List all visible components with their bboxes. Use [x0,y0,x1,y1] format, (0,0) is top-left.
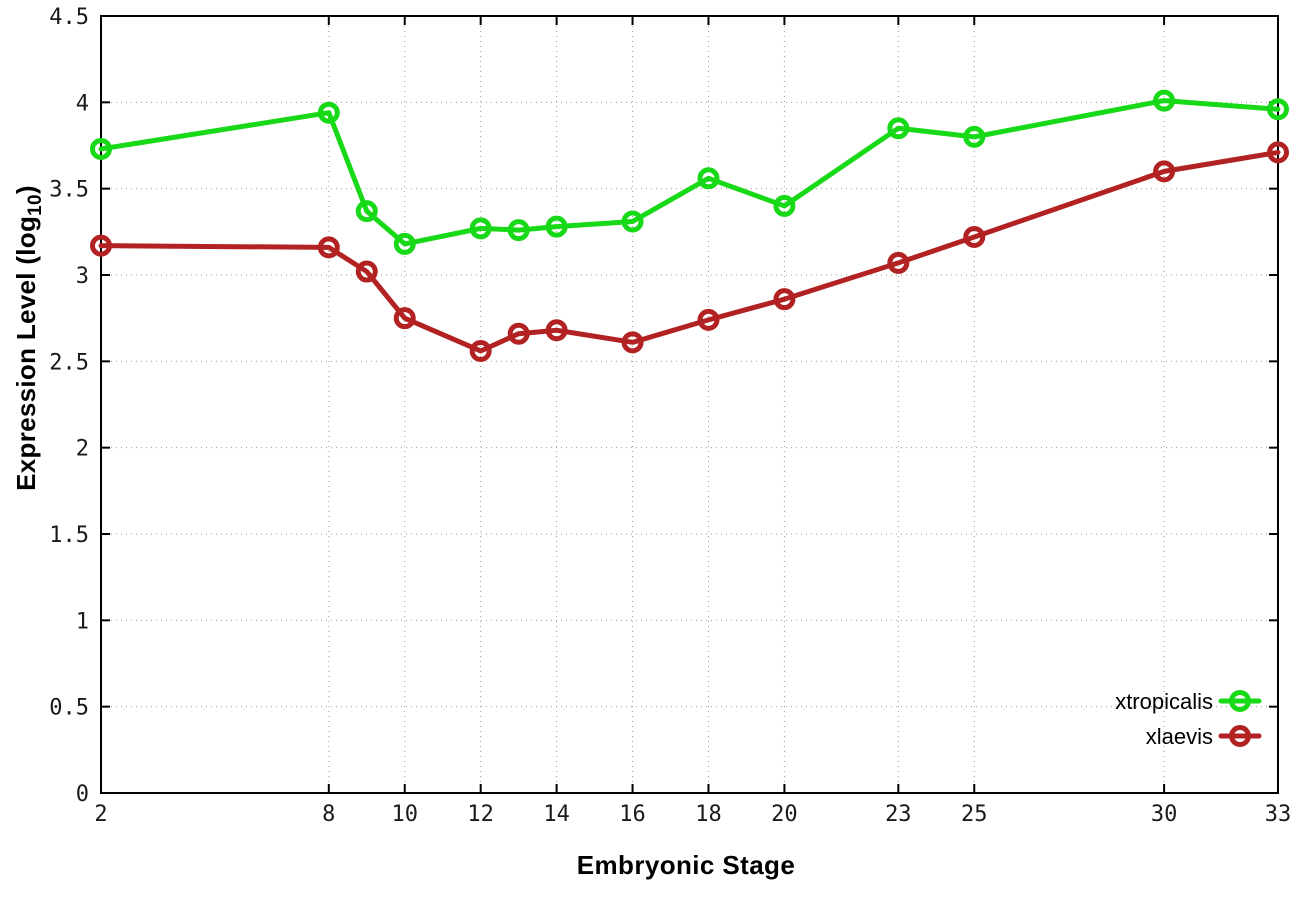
legend-marker-xtropicalis [1229,690,1251,712]
data-point-xtropicalis [355,200,378,223]
series-line-xtropicalis [98,98,1281,247]
y-tick-label: 0 [76,782,89,807]
y-tick-label: 0.5 [49,696,89,721]
data-point-xtropicalis [507,219,530,242]
data-point-xlaevis [393,307,416,330]
data-point-xlaevis [507,322,530,345]
data-point-xlaevis [621,331,644,354]
data-point-xtropicalis [621,210,644,233]
x-tick-label: 30 [1151,802,1178,827]
y-tick-label: 4.5 [49,5,89,30]
x-tick-label: 20 [771,802,798,827]
x-tick-label: 2 [94,802,107,827]
data-point-xtropicalis [1267,98,1289,121]
y-axis-title: Expression Level (log10) [11,38,47,638]
y-axis-title-text: Expression Level (log [11,215,41,491]
y-tick-label: 1 [76,609,89,634]
data-point-xlaevis [469,339,492,362]
y-tick-label: 2 [76,437,89,462]
data-point-xtropicalis [1153,89,1176,112]
data-point-xlaevis [317,236,340,259]
x-tick-label: 33 [1265,802,1292,827]
y-tick-label: 3.5 [49,178,89,203]
data-point-xtropicalis [963,125,986,148]
y-tick-label: 2.5 [49,350,89,375]
legend-marker-xlaevis [1229,725,1251,747]
x-axis-title: Embryonic Stage [576,850,796,880]
x-tick-label: 16 [619,802,646,827]
x-tick-label: 14 [543,802,570,827]
legend-label-xlaevis: xlaevis [1146,724,1213,749]
data-point-xtropicalis [887,117,910,140]
x-tick-label: 25 [961,802,988,827]
data-point-xtropicalis [545,215,568,238]
data-point-xtropicalis [469,217,492,240]
y-tick-label: 1.5 [49,523,89,548]
x-tick-label: 8 [322,802,335,827]
data-point-xtropicalis [90,137,112,160]
legend-label-xtropicalis: xtropicalis [1115,689,1213,714]
x-tick-label: 12 [467,802,494,827]
data-point-xlaevis [90,234,112,257]
data-point-xlaevis [697,308,720,331]
data-point-xtropicalis [317,101,340,124]
x-tick-label: 10 [391,802,418,827]
data-point-xlaevis [887,251,910,274]
data-point-xtropicalis [697,167,720,190]
series-line-xlaevis [98,149,1281,354]
data-point-xlaevis [1267,141,1289,164]
data-point-xlaevis [1153,160,1176,183]
x-tick-label: 18 [695,802,722,827]
data-point-xlaevis [545,319,568,342]
data-point-xlaevis [963,226,986,249]
x-tick-label: 23 [885,802,912,827]
y-axis-title-suffix: ) [11,185,41,195]
y-axis-title-subscript: 10 [25,194,47,216]
plot-border [100,15,1279,794]
data-point-xlaevis [773,288,796,311]
y-tick-label: 4 [76,91,89,116]
y-tick-label: 3 [76,264,89,289]
data-point-xtropicalis [393,232,416,255]
data-point-xtropicalis [773,194,796,217]
data-point-xlaevis [355,260,378,283]
